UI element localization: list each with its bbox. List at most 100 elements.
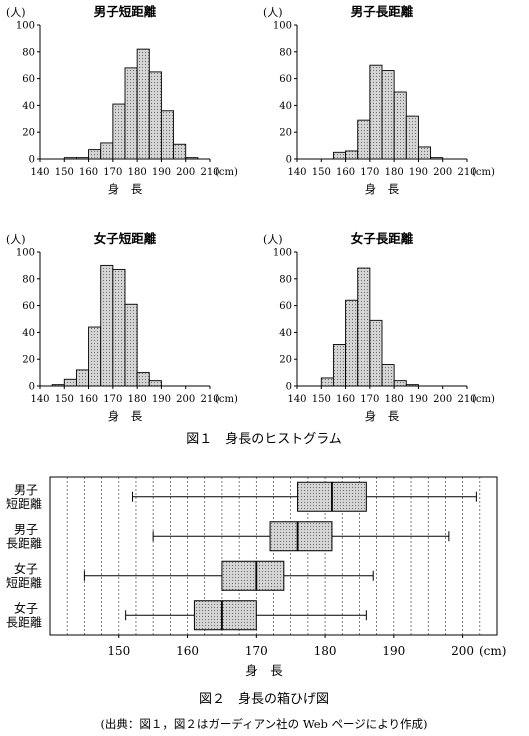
x-tick-label: 200 — [451, 644, 474, 658]
x-tick-label: 160 — [176, 644, 199, 658]
x-tick-label: 200 — [433, 167, 452, 178]
x-tick-label: 190 — [152, 167, 171, 178]
x-axis-label: 身 長 — [365, 409, 400, 423]
y-tick-label: 0 — [29, 155, 35, 166]
histogram-title: 男子短距離 — [94, 4, 157, 19]
x-axis-label: 身 長 — [108, 409, 143, 423]
histogram-bar — [124, 303, 138, 387]
x-tick-label: 180 — [128, 394, 147, 405]
x-unit-label: (cm) — [472, 394, 495, 405]
y-tick-label: 40 — [279, 328, 292, 339]
x-axis-label: 身 長 — [245, 663, 283, 678]
x-unit-label: (cm) — [215, 167, 238, 178]
box-row-label: 男子短距離 — [6, 483, 42, 511]
x-tick-label: 170 — [360, 394, 379, 405]
x-tick-label: 180 — [385, 167, 404, 178]
x-unit-label: (cm) — [472, 167, 495, 178]
histogram-bar — [148, 71, 162, 160]
x-tick-label: 140 — [287, 394, 306, 405]
histogram-bar — [112, 268, 126, 387]
x-tick-label: 160 — [336, 167, 355, 178]
x-tick-label: 180 — [385, 394, 404, 405]
y-unit-label: (人) — [263, 6, 283, 19]
y-unit-label: (人) — [6, 6, 26, 19]
y-unit-label: (人) — [263, 233, 283, 246]
histogram-bar — [136, 372, 150, 387]
histogram-bar — [369, 319, 383, 387]
x-tick-label: 170 — [245, 644, 268, 658]
x-tick-label: 150 — [107, 644, 130, 658]
histogram-bar — [88, 149, 102, 160]
x-tick-label: 150 — [55, 394, 74, 405]
y-tick-label: 100 — [273, 248, 292, 259]
histogram-bar — [124, 67, 138, 160]
x-tick-label: 160 — [79, 167, 98, 178]
histogram-bar — [345, 299, 359, 387]
x-tick-label: 170 — [103, 394, 122, 405]
y-unit-label: (人) — [6, 233, 26, 246]
histogram-panel: 0 20 40 60 80 100 140 150 160 170 180 190 200 210 女子短距… — [6, 231, 238, 423]
x-axis-label: 身 長 — [108, 182, 143, 196]
x-tick-label: 180 — [314, 644, 337, 658]
x-tick-label: 200 — [176, 394, 195, 405]
histogram-bar — [357, 119, 371, 160]
x-tick-label: 210 — [200, 167, 219, 178]
histogram-bar — [345, 150, 359, 160]
y-tick-label: 0 — [286, 382, 292, 393]
histogram-bar — [160, 110, 175, 160]
x-axis-label: 身 長 — [365, 182, 400, 196]
y-tick-label: 80 — [22, 47, 35, 58]
y-tick-label: 60 — [279, 301, 292, 312]
x-tick-label: 190 — [409, 394, 428, 405]
histogram-bar — [332, 151, 347, 160]
x-tick-label: 160 — [79, 394, 98, 405]
boxplot-panel: 150 160 170 180 190 200 (cm) 身 長 男子短距離男子長距離女子短距離… — [6, 476, 506, 678]
histogram-bar — [332, 344, 347, 387]
histogram-bar — [112, 103, 126, 160]
box-iqr — [221, 560, 285, 591]
y-tick-label: 80 — [279, 47, 292, 58]
y-tick-label: 80 — [22, 274, 35, 285]
histogram-bar — [63, 378, 77, 387]
histogram-panel: 0 20 40 60 80 100 140 150 160 170 180 190 200 210 女子長距… — [263, 231, 495, 423]
x-tick-label: 140 — [30, 394, 49, 405]
x-tick-label: 190 — [152, 394, 171, 405]
y-tick-label: 20 — [279, 128, 292, 139]
histogram-bar — [405, 384, 419, 387]
x-tick-label: 200 — [176, 167, 195, 178]
histogram-bar — [369, 64, 383, 160]
x-tick-label: 190 — [409, 167, 428, 178]
histogram-bar — [51, 384, 65, 387]
histogram-bar — [136, 48, 150, 160]
histogram-panel: 0 20 40 60 80 100 140 150 160 170 180 190 200 210 男子長距… — [263, 4, 495, 196]
histogram-title: 女子短距離 — [94, 231, 157, 246]
x-tick-label: 160 — [336, 394, 355, 405]
x-tick-label: 140 — [287, 167, 306, 178]
x-tick-label: 150 — [312, 394, 331, 405]
histogram-bar — [63, 157, 77, 160]
x-tick-label: 210 — [457, 167, 476, 178]
x-unit-label: (cm) — [215, 394, 238, 405]
y-tick-label: 20 — [22, 355, 35, 366]
histogram-bar — [430, 157, 444, 160]
box-iqr — [193, 600, 257, 631]
histogram-panel: 0 20 40 60 80 100 140 150 160 170 180 190 200 210 男子短距… — [6, 4, 238, 196]
histogram-bar — [357, 267, 371, 387]
y-tick-label: 40 — [279, 101, 292, 112]
y-tick-label: 60 — [279, 74, 292, 85]
histogram-title: 男子長距離 — [351, 4, 414, 19]
histogram-bar — [393, 380, 407, 387]
histogram-bar — [100, 142, 114, 160]
histogram-title: 女子長距離 — [351, 231, 414, 246]
histogram-bar — [393, 91, 407, 160]
x-tick-label: 150 — [312, 167, 331, 178]
figure1-caption: 図１ 身長のヒストグラム — [186, 431, 342, 447]
x-tick-label: 200 — [433, 394, 452, 405]
y-tick-label: 40 — [22, 101, 35, 112]
y-tick-label: 40 — [22, 328, 35, 339]
x-tick-label: 210 — [200, 394, 219, 405]
y-tick-label: 60 — [22, 74, 35, 85]
y-tick-label: 0 — [286, 155, 292, 166]
box-row-label: 女子短距離 — [6, 561, 42, 590]
